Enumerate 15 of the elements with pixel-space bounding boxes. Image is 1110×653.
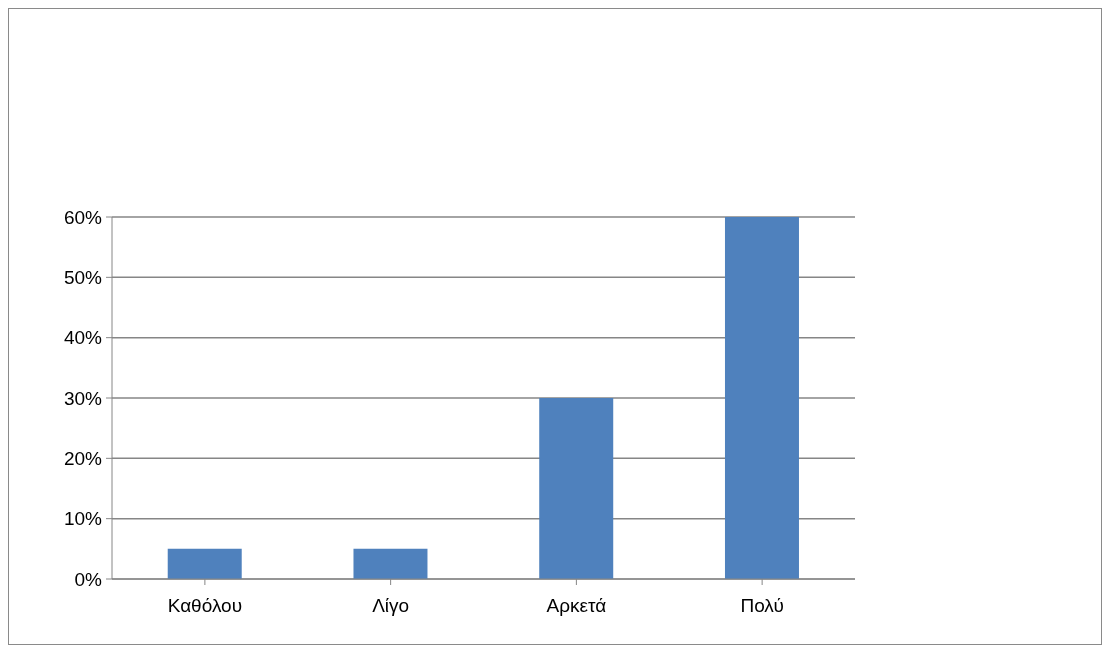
y-tick-label: 0% [74,568,103,590]
y-tick-label: 50% [63,267,103,289]
x-tick-label: Πολύ [740,595,784,617]
x-tick-label: Αρκετά [546,595,607,617]
y-tick-label: 40% [63,327,103,349]
bar [539,398,614,579]
x-tick-label: Λίγο [372,595,410,617]
y-tick-label: 20% [63,448,103,470]
y-tick-label: 10% [63,508,103,530]
bar [353,548,428,579]
y-tick-label: 30% [63,387,103,409]
y-tick-label: 60% [63,206,103,228]
x-tick-label: Καθόλου [167,595,243,617]
bar [724,217,799,579]
bar [167,548,242,579]
